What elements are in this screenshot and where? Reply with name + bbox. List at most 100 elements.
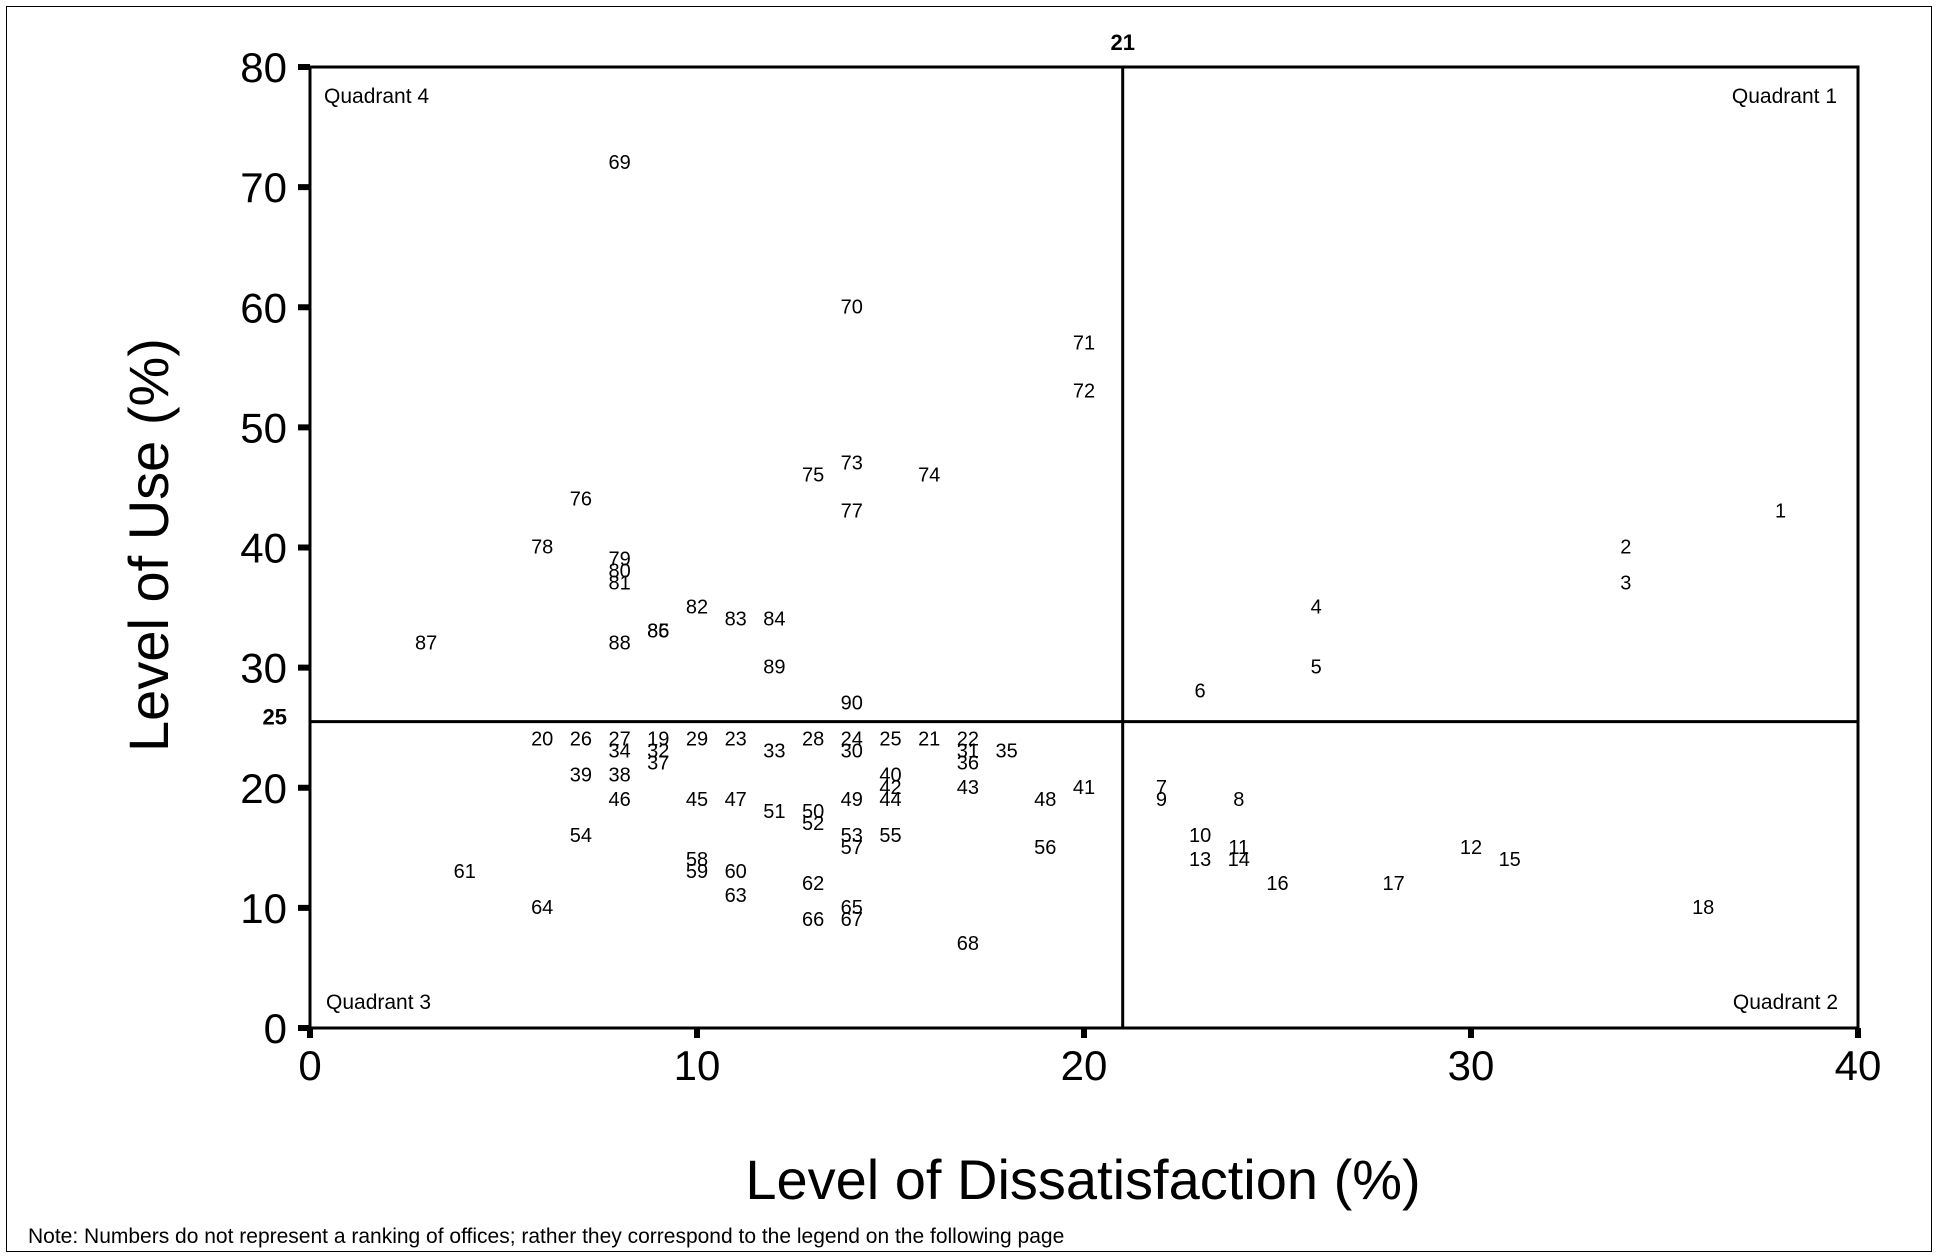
- data-point-label: 83: [725, 609, 747, 631]
- data-point-label: 84: [763, 609, 785, 631]
- x-tick-label: 20: [1061, 1042, 1108, 1089]
- data-point-label: 7: [1156, 777, 1167, 799]
- data-point-label: 36: [957, 753, 979, 775]
- data-point-label: 58: [686, 849, 708, 871]
- data-point-label: 12: [1460, 837, 1482, 859]
- x-tick-label: 10: [674, 1042, 721, 1089]
- data-point-label: 28: [802, 729, 824, 751]
- data-point-label: 73: [841, 452, 863, 474]
- data-point-label: 27: [608, 729, 630, 751]
- data-point-label: 75: [802, 464, 824, 486]
- x-tick-label: 30: [1448, 1042, 1495, 1089]
- data-point-label: 23: [725, 729, 747, 751]
- data-point-label: 62: [802, 873, 824, 895]
- data-point-label: 80: [608, 561, 630, 583]
- y-tick-label: 30: [240, 645, 287, 692]
- quadrant-2-label: Quadrant 2: [1733, 991, 1838, 1014]
- data-point-label: 21: [918, 729, 940, 751]
- data-point-label: 63: [725, 885, 747, 907]
- data-point-label: 20: [531, 729, 553, 751]
- data-point-label: 6: [1195, 681, 1206, 703]
- data-point-label: 25: [879, 729, 901, 751]
- data-point-label: 71: [1073, 332, 1095, 354]
- data-point-label: 74: [918, 464, 940, 486]
- data-point-label: 60: [725, 861, 747, 883]
- x-tick-label: 0: [298, 1042, 321, 1089]
- data-point-label: 2: [1620, 537, 1631, 559]
- data-point-label: 77: [841, 500, 863, 522]
- data-point-label: 54: [570, 825, 592, 847]
- data-point-label: 69: [608, 152, 630, 174]
- data-point-label: 8: [1233, 789, 1244, 811]
- y-tick-label: 0: [264, 1005, 287, 1052]
- data-point-label: 3: [1620, 573, 1631, 595]
- data-point-label: 34: [608, 741, 630, 763]
- data-point-label: 90: [841, 693, 863, 715]
- data-point-label: 55: [879, 825, 901, 847]
- data-point-label: 57: [841, 837, 863, 859]
- y-axis-title: Level of Use (%): [117, 338, 180, 752]
- y-tick-label: 80: [240, 44, 287, 91]
- data-point-label: 38: [608, 765, 630, 787]
- data-point-label: 89: [763, 657, 785, 679]
- data-point-label: 17: [1382, 873, 1404, 895]
- data-point-label: 22: [957, 729, 979, 751]
- data-point-label: 82: [686, 597, 708, 619]
- x-axis-title: Level of Dissatisfaction (%): [745, 1148, 1420, 1211]
- data-point-label: 51: [763, 801, 785, 823]
- y-tick-label: 70: [240, 164, 287, 211]
- data-point-label: 87: [415, 633, 437, 655]
- data-point-label: 52: [802, 813, 824, 835]
- data-point-label: 16: [1266, 873, 1288, 895]
- y-tick-label: 40: [240, 525, 287, 572]
- data-point-label: 45: [686, 789, 708, 811]
- data-point-label: 5: [1311, 657, 1322, 679]
- data-point-label: 29: [686, 729, 708, 751]
- data-point-label: 48: [1034, 789, 1056, 811]
- data-point-label: 24: [841, 729, 863, 751]
- chart-frame: [6, 6, 1932, 1252]
- x-tick-label: 40: [1835, 1042, 1882, 1089]
- data-point-label: 86: [647, 621, 669, 643]
- data-point-label: 72: [1073, 380, 1095, 402]
- data-point-label: 46: [608, 789, 630, 811]
- data-point-label: 31: [957, 741, 979, 763]
- data-point-label: 13: [1189, 849, 1211, 871]
- y-tick-label: 10: [240, 885, 287, 932]
- data-point-label: 56: [1034, 837, 1056, 859]
- data-point-label: 35: [995, 741, 1017, 763]
- quadrant-labels: Quadrant 4 Quadrant 1 Quadrant 3 Quadran…: [324, 85, 1838, 1014]
- data-point-label: 49: [841, 789, 863, 811]
- data-point-label: 26: [570, 729, 592, 751]
- data-point-label: 19: [647, 729, 669, 751]
- data-point-label: 11: [1228, 837, 1249, 859]
- y-tick-label: 20: [240, 765, 287, 812]
- y-tick-label: 60: [240, 284, 287, 331]
- data-point-label: 64: [531, 897, 553, 919]
- data-point-label: 15: [1499, 849, 1521, 871]
- x-reference-label: 21: [1110, 30, 1134, 55]
- data-point-label: 68: [957, 933, 979, 955]
- y-tick-label: 50: [240, 404, 287, 451]
- data-point-label: 14: [1228, 849, 1250, 871]
- data-point-label: 4: [1311, 597, 1322, 619]
- data-point-label: 47: [725, 789, 747, 811]
- data-point-label: 70: [841, 296, 863, 318]
- data-point-label: 85: [647, 621, 669, 643]
- data-point-label: 9: [1156, 789, 1167, 811]
- quadrant-1-label: Quadrant 1: [1732, 85, 1837, 108]
- data-point-label: 59: [686, 861, 708, 883]
- data-point-label: 43: [957, 777, 979, 799]
- data-point-label: 10: [1189, 825, 1211, 847]
- quadrant-3-label: Quadrant 3: [326, 991, 431, 1014]
- data-point-label: 79: [608, 549, 630, 571]
- x-axis: 0 10 20 30 40: [298, 1028, 1881, 1089]
- footnote: Note: Numbers do not represent a ranking…: [28, 1225, 1065, 1248]
- data-point-label: 1: [1775, 500, 1786, 522]
- y-reference-label: 25: [263, 705, 287, 730]
- data-point-label: 33: [763, 741, 785, 763]
- data-point-label: 81: [608, 573, 630, 595]
